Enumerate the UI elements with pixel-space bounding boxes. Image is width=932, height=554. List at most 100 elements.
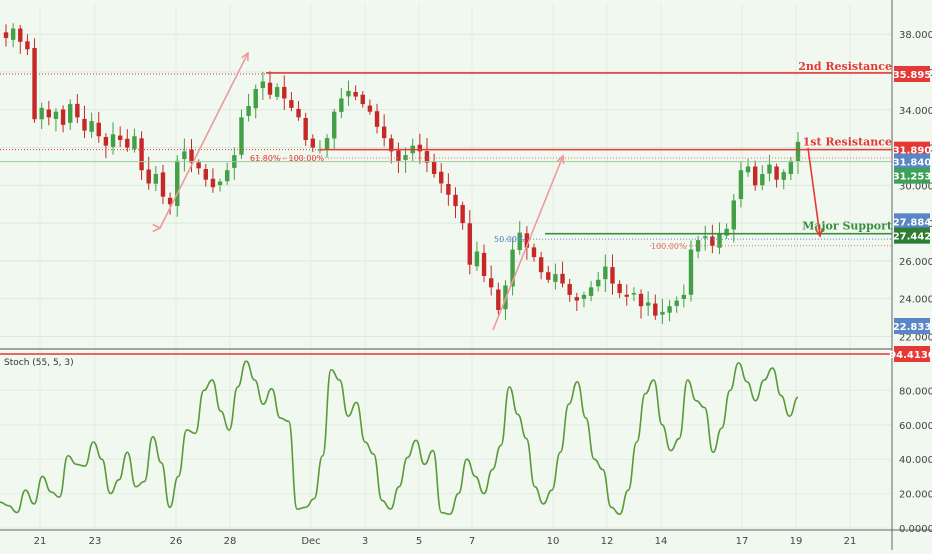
candle-body: [524, 233, 530, 248]
candle-body: [53, 111, 59, 119]
candle-body: [96, 122, 101, 137]
candle-body: [89, 121, 94, 132]
candle-body: [381, 126, 387, 139]
candle-body: [324, 138, 330, 150]
time-tick-label: 10: [547, 536, 560, 547]
candle-body: [424, 151, 430, 163]
time-tick-label: 19: [790, 536, 803, 547]
grid: [0, 4, 892, 529]
price-tick-label: 26.000: [899, 257, 932, 268]
candle-body: [153, 174, 159, 184]
candle-body: [353, 91, 358, 97]
candle-body: [360, 94, 365, 105]
candle-body: [617, 283, 622, 293]
candle-body: [374, 111, 380, 127]
candle-body: [510, 249, 515, 287]
price-tag-text: 31.840: [893, 158, 932, 169]
candle-body: [660, 311, 665, 315]
candle-body: [496, 289, 501, 310]
candle-body: [303, 118, 308, 140]
candle-body: [132, 136, 137, 149]
stoch-tick-label: 0.0000: [899, 524, 932, 535]
fib-label: 50.00%: [494, 235, 525, 244]
resistance-1-label: 1st Resistance: [803, 136, 892, 149]
candle-body: [731, 200, 736, 230]
candle-body: [674, 300, 679, 306]
candle-body: [18, 28, 23, 42]
candle-body: [745, 166, 751, 173]
price-tag-text: 35.895: [893, 70, 932, 81]
stochastic-pane: Stoch (55, 5, 3): [0, 353, 892, 516]
price-tag: [894, 318, 930, 334]
candle-body: [267, 82, 273, 95]
candle-body: [146, 169, 151, 184]
time-tick-label: 26: [170, 536, 183, 547]
price-tag: [894, 227, 930, 244]
candle-body: [25, 41, 30, 50]
stoch-tick-label: 80.0000: [899, 386, 932, 397]
time-tick-label: 23: [89, 536, 102, 547]
stoch-tag-text: 94.4136: [889, 350, 932, 361]
time-tick-label: 7: [469, 536, 475, 547]
resistance-2-label: 2nd Resistance: [798, 60, 892, 73]
price-tick-label: 24.000: [899, 295, 932, 306]
candle-body: [82, 118, 87, 131]
candle-body: [574, 297, 580, 301]
candle-body: [3, 32, 9, 38]
candle-body: [795, 141, 801, 162]
candle-body: [460, 205, 465, 224]
stoch-tag: [894, 346, 930, 362]
candle-body: [596, 279, 601, 287]
time-tick-label: 3: [362, 536, 368, 547]
candle-body: [752, 166, 758, 186]
candle-body: [389, 138, 394, 152]
forecast-arrow-head: [814, 228, 824, 238]
candle-body: [175, 160, 180, 206]
fib-label: 100.00%: [651, 242, 687, 251]
price-tick-label: 22.000: [899, 332, 932, 343]
candle-body: [339, 98, 344, 112]
candle-body: [103, 136, 109, 146]
price-tag-text: 31.253: [893, 172, 932, 183]
candle-body: [403, 155, 408, 160]
time-tick-label: 17: [736, 536, 749, 547]
drawings: 2nd Resistance 1st Resistance 61.80% - 100…: [0, 51, 893, 331]
candle-body: [253, 89, 258, 109]
price-tick-label: 30.000: [899, 181, 932, 192]
candle-body: [703, 236, 708, 239]
candle-body: [110, 134, 116, 147]
candle-body: [788, 160, 794, 175]
projection-arrow-head: [556, 154, 565, 165]
candle-body: [724, 228, 729, 236]
candle-body: [631, 293, 637, 295]
forecast-arrow: [807, 147, 821, 237]
candle-body: [760, 174, 765, 186]
candle-body: [538, 257, 544, 273]
candle-body: [717, 234, 722, 248]
candle-body: [531, 247, 537, 258]
candle-body: [474, 251, 480, 267]
candle-body: [431, 161, 437, 174]
projection-arrow: [159, 52, 249, 229]
candle-body: [160, 172, 166, 197]
candle-body: [182, 151, 187, 160]
candle-body: [139, 138, 144, 171]
candle-body: [224, 170, 230, 182]
candle-body: [260, 81, 266, 89]
candle-body: [610, 267, 615, 284]
candle-body: [310, 138, 316, 148]
candle-body: [296, 108, 301, 118]
candle-body: [46, 109, 52, 118]
candle-body: [624, 294, 629, 297]
price-tick-label: 38.000: [899, 30, 932, 41]
candle-body: [167, 197, 173, 205]
candle-body: [60, 109, 66, 125]
time-tick-label: 28: [224, 536, 237, 547]
candle-body: [781, 172, 786, 180]
price-tag: [894, 213, 930, 230]
candle-body: [289, 100, 294, 108]
time-tick-label: 14: [655, 536, 668, 547]
candle-body: [567, 284, 572, 295]
